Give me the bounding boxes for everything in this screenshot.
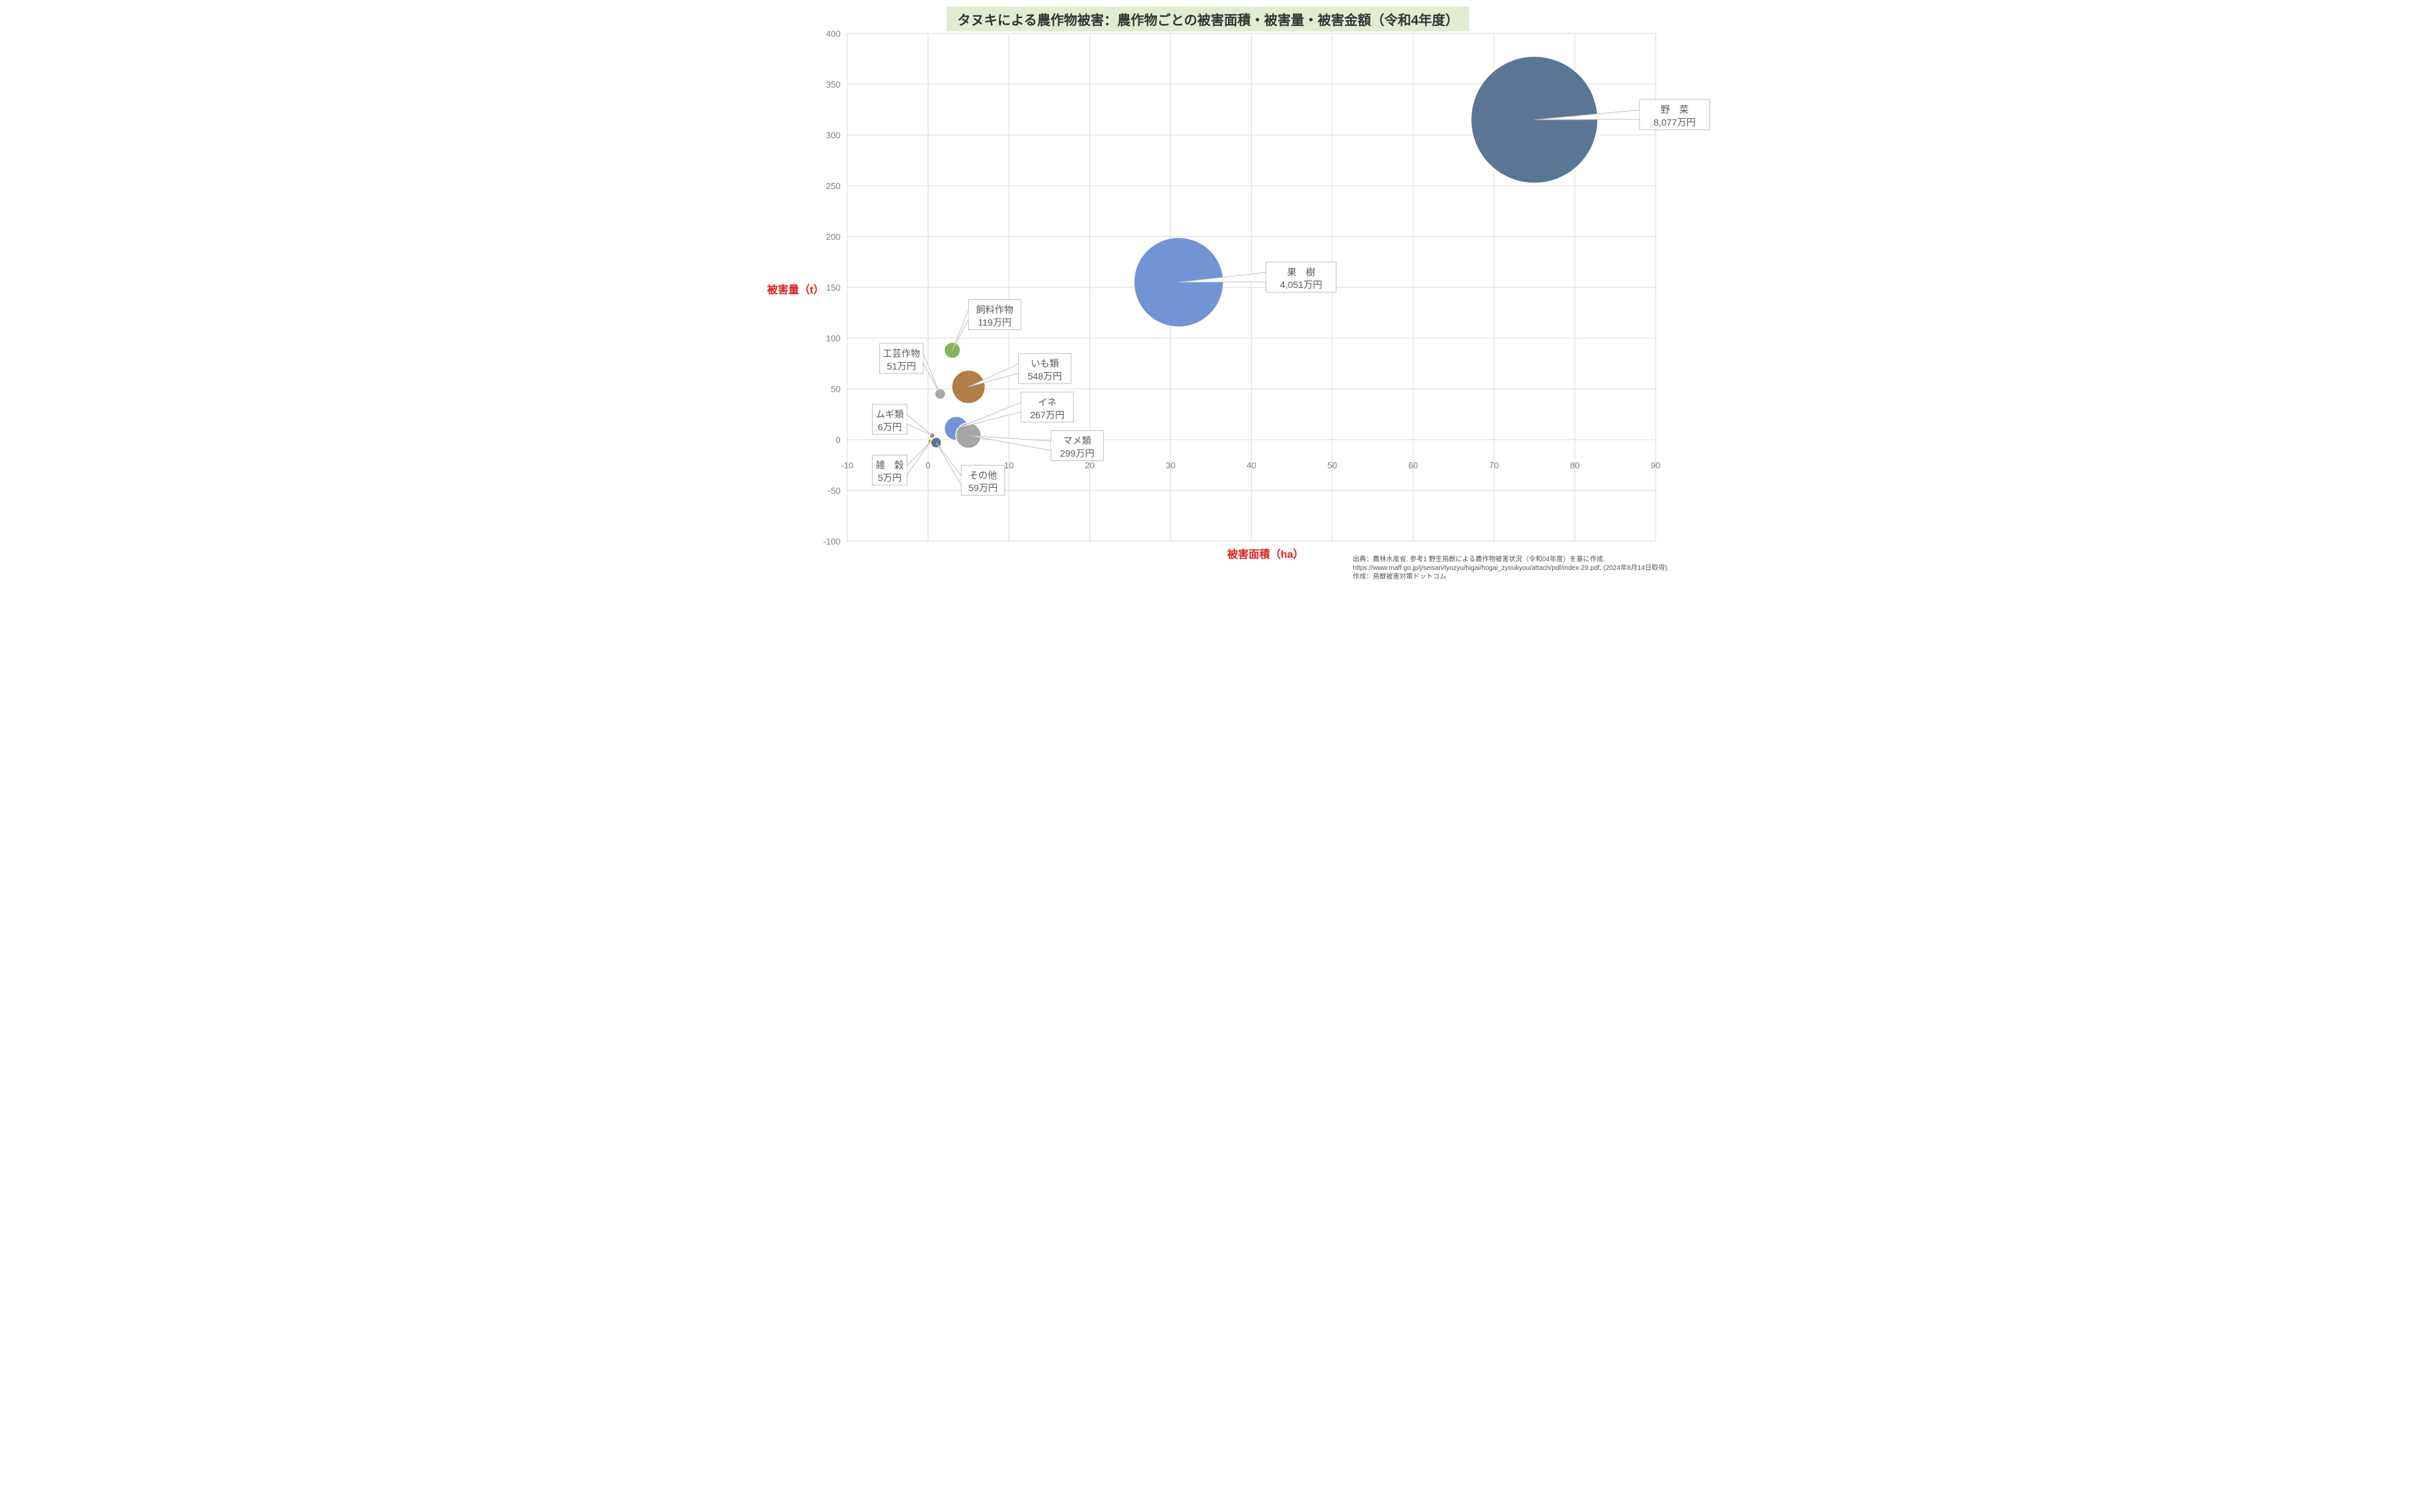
label-leader (923, 353, 940, 394)
y-tick-label: 200 (826, 232, 841, 242)
data-label-name: マメ類 (1063, 436, 1091, 446)
data-label-value: 5万円 (878, 472, 902, 483)
data-label-name: 野 菜 (1660, 104, 1688, 115)
y-tick-label: 350 (826, 80, 841, 90)
x-tick-label: 10 (1004, 460, 1014, 470)
label-leader (936, 443, 961, 485)
x-tick-label: 20 (1085, 460, 1094, 470)
data-label-value: 6万円 (878, 422, 902, 432)
x-axis-label: 被害面積（ha） (1227, 545, 1304, 561)
x-tick-label: 40 (1247, 460, 1256, 470)
data-label-name: いも類 (1031, 358, 1059, 369)
data-label-value: 267万円 (1030, 410, 1064, 420)
x-tick-label: 70 (1489, 460, 1499, 470)
y-tick-label: 300 (826, 130, 841, 140)
label-leader (956, 402, 1021, 428)
data-label-name: その他 (969, 470, 997, 480)
y-tick-label: 250 (826, 181, 841, 191)
bubble-chart: -100-50050100150200250300350400-10010203… (847, 33, 1656, 541)
label-leader (952, 310, 968, 350)
data-label-value: 8,077万円 (1654, 117, 1696, 128)
x-tick-label: -10 (841, 460, 854, 470)
data-label-name: 果 樹 (1287, 267, 1315, 277)
x-tick-label: 0 (925, 460, 930, 470)
y-tick-label: -100 (823, 537, 841, 547)
data-label-value: 299万円 (1060, 448, 1094, 459)
chart-container: タヌキによる農作物被害：農作物ごとの被害面積・被害量・被害金額（令和4年度） 被… (740, 0, 1676, 585)
data-label-value: 4,051万円 (1280, 279, 1322, 290)
y-tick-label: 400 (826, 29, 841, 39)
source-citation: 出典：農林水産省. 参考1 野生鳥獣による農作物被害状況（令和04年度）を基に作… (1353, 555, 1669, 581)
data-label-name: 工芸作物 (883, 348, 920, 359)
data-label-value: 119万円 (978, 317, 1012, 327)
y-tick-label: 50 (831, 384, 841, 394)
x-tick-label: 50 (1328, 460, 1337, 470)
y-axis-label: 被害量（t） (767, 281, 824, 297)
data-label-value: 548万円 (1028, 371, 1062, 382)
y-tick-label: 150 (826, 283, 841, 293)
x-tick-label: 30 (1166, 460, 1175, 470)
label-leader (969, 436, 1051, 450)
data-label-name: イネ (1038, 397, 1056, 408)
y-tick-label: 0 (836, 435, 841, 445)
data-label-name: 雑 穀 (876, 460, 904, 470)
data-label-name: 飼料作物 (976, 305, 1014, 315)
data-label-value: 59万円 (968, 482, 998, 493)
data-label-name: ムギ類 (876, 409, 904, 420)
chart-title: タヌキによる農作物被害：農作物ごとの被害面積・被害量・被害金額（令和4年度） (947, 7, 1469, 31)
data-label-value: 51万円 (887, 361, 916, 371)
x-tick-label: 60 (1408, 460, 1418, 470)
x-tick-label: 90 (1651, 460, 1660, 470)
y-tick-label: 100 (826, 333, 841, 343)
x-tick-label: 80 (1570, 460, 1579, 470)
y-tick-label: -50 (828, 486, 841, 496)
